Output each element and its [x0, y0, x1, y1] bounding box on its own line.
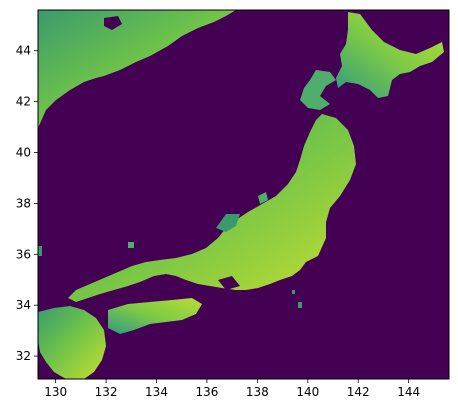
- island-korea-b: [128, 242, 134, 248]
- y-tick-label: 40: [16, 146, 31, 160]
- x-tick-label: 138: [246, 385, 269, 399]
- y-tick-label: 44: [16, 44, 31, 58]
- island-izu-a: [298, 302, 302, 308]
- island-korea-a: [38, 246, 42, 256]
- y-axis: 32 34 36 38 40 42 44: [16, 44, 38, 363]
- x-tick-label: 136: [195, 385, 218, 399]
- x-tick-label: 142: [347, 385, 370, 399]
- x-tick-label: 132: [95, 385, 118, 399]
- x-tick-label: 140: [296, 385, 319, 399]
- y-tick-label: 32: [16, 349, 31, 363]
- y-tick-label: 42: [16, 95, 31, 109]
- y-tick-label: 34: [16, 298, 31, 312]
- x-tick-label: 144: [397, 385, 420, 399]
- x-tick-label: 130: [44, 385, 67, 399]
- y-tick-label: 36: [16, 247, 31, 261]
- island-izu-b: [292, 290, 295, 294]
- y-tick-label: 38: [16, 196, 31, 210]
- x-axis: 130 132 134 136 138 140 142 144: [44, 379, 420, 399]
- x-tick-label: 134: [145, 385, 168, 399]
